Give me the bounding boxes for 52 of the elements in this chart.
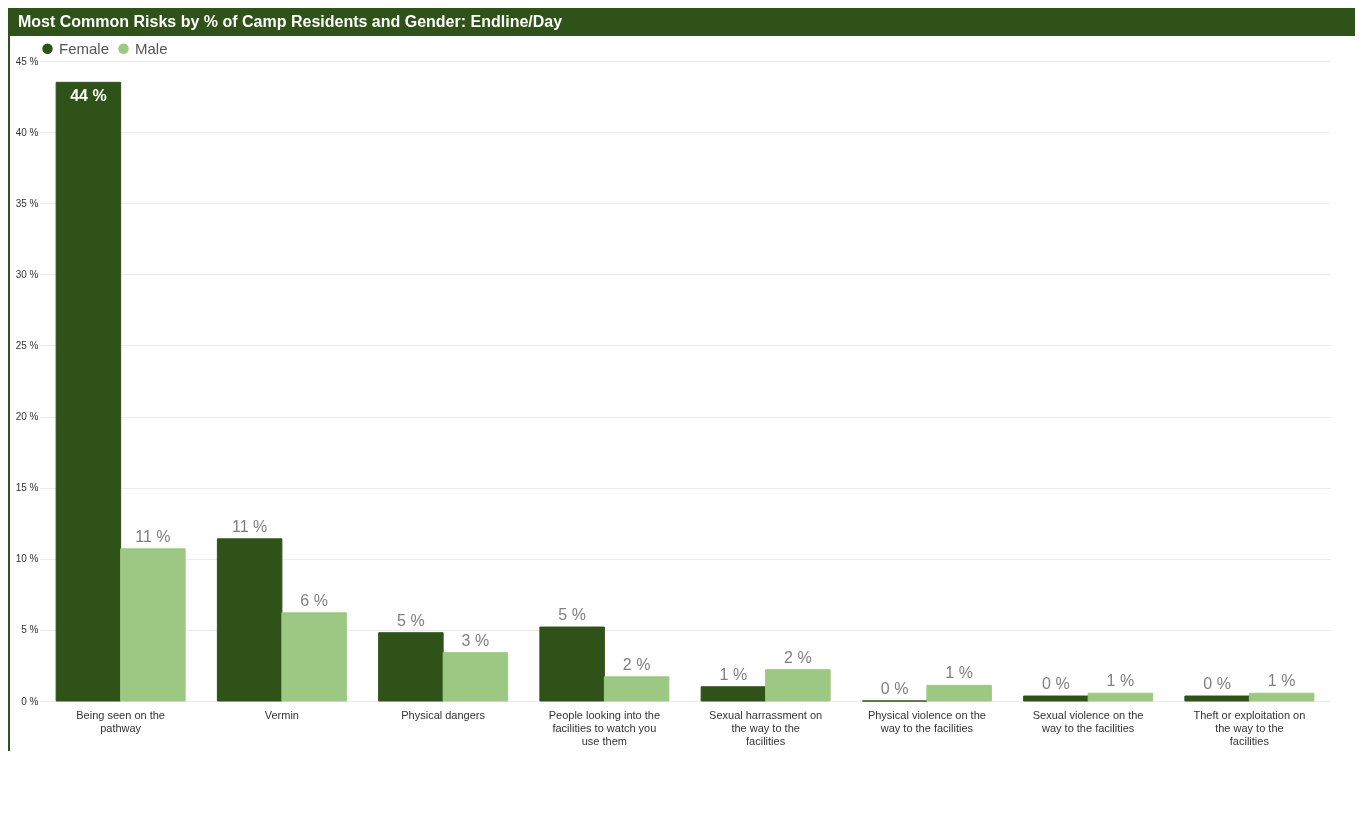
x-tick-label: Being seen on the pathway bbox=[76, 708, 165, 734]
bar bbox=[1248, 692, 1315, 702]
x-tick-label: Physical dangers bbox=[401, 708, 486, 721]
data-label: 1 % bbox=[945, 664, 973, 682]
data-label: 2 % bbox=[784, 648, 812, 666]
y-tick-label: 45 % bbox=[15, 55, 39, 67]
data-label: 5 % bbox=[397, 611, 425, 629]
bar bbox=[1087, 692, 1154, 702]
y-tick-label: 10 % bbox=[15, 553, 39, 565]
bar bbox=[55, 81, 122, 702]
bar bbox=[281, 612, 347, 702]
data-label: 0 % bbox=[1042, 675, 1070, 693]
y-tick-label: 15 % bbox=[15, 482, 39, 494]
data-label: 5 % bbox=[558, 606, 586, 624]
x-tick-label: Sexual violence on the way to the facilities bbox=[1032, 708, 1144, 734]
bar bbox=[765, 669, 831, 702]
bar bbox=[603, 676, 670, 702]
x-tick-label: Sexual harrassment on the way to the facilities bbox=[709, 708, 823, 747]
y-tick-label: 5 % bbox=[21, 624, 39, 636]
chart-title: Most Common Risks by % of Camp Residents and Gender: Endline/Day bbox=[10, 8, 1355, 36]
y-tick-label: 40 % bbox=[15, 126, 39, 138]
data-label: 2 % bbox=[622, 655, 651, 673]
bar bbox=[1023, 695, 1089, 702]
bar bbox=[120, 548, 186, 702]
data-label: 0 % bbox=[880, 680, 909, 697]
data-label: 44 % bbox=[70, 87, 107, 105]
x-tick-label: People looking into the facilities to watch you use them bbox=[548, 708, 661, 747]
y-tick-label: 20 % bbox=[15, 411, 39, 423]
bar bbox=[926, 684, 992, 702]
data-label: 0 % bbox=[1203, 675, 1231, 693]
y-tick-label: 0 % bbox=[21, 695, 39, 707]
bar bbox=[378, 632, 444, 702]
x-tick-label: Physical violence on the way to the facilities bbox=[867, 708, 986, 734]
y-tick-label: 35 % bbox=[15, 197, 39, 209]
data-label: 1 % bbox=[1106, 672, 1135, 690]
x-tick-label: Theft or exploitation on the way to the facilities bbox=[1193, 708, 1306, 747]
bar bbox=[1184, 695, 1250, 702]
data-label: 1 % bbox=[1267, 672, 1296, 690]
y-tick-label: 25 % bbox=[15, 339, 39, 351]
data-label: 3 % bbox=[461, 631, 490, 649]
y-tick-label: 30 % bbox=[15, 268, 39, 280]
data-label: 11 % bbox=[135, 527, 171, 545]
legend-label: Female bbox=[59, 39, 110, 57]
bar bbox=[216, 538, 283, 702]
legend-label: Male bbox=[135, 39, 168, 57]
data-label: 11 % bbox=[231, 517, 268, 535]
bar bbox=[539, 626, 605, 702]
data-label: 1 % bbox=[719, 665, 748, 683]
x-tick-label: Vermin bbox=[264, 708, 299, 721]
data-label: 6 % bbox=[300, 591, 328, 609]
bar bbox=[442, 652, 509, 702]
bar bbox=[700, 686, 767, 702]
